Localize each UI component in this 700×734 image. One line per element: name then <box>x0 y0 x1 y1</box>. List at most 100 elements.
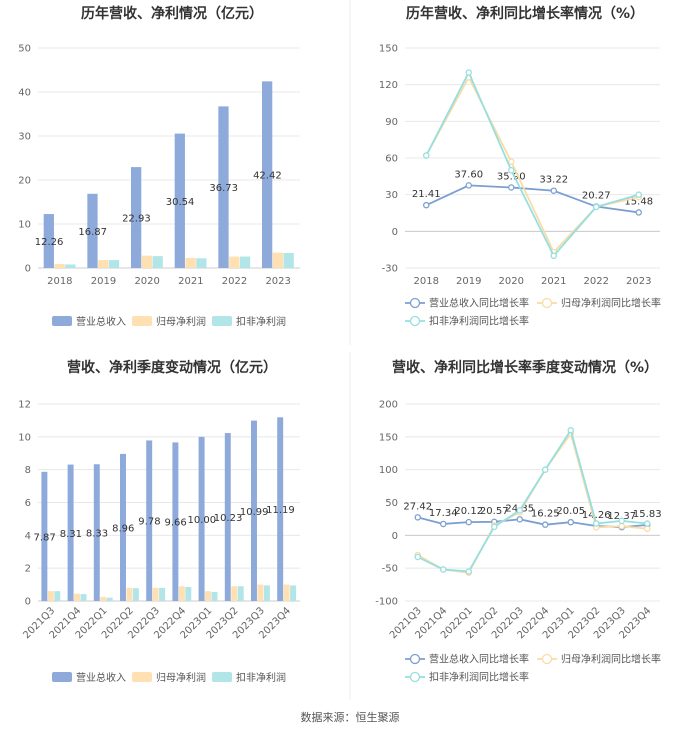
chart-1-bar <box>98 260 109 268</box>
chart-1-y-tick-label: 10 <box>18 220 31 231</box>
chart-2-series-line <box>425 75 639 254</box>
chart-3-bar <box>80 594 87 601</box>
chart-2-legend-label: 扣非净利润同比增长率 <box>429 315 529 328</box>
chart-4-data-label: 14.26 <box>582 510 611 521</box>
chart-3-legend-swatch <box>52 672 72 682</box>
chart-4-legend-label: 扣非净利润同比增长率 <box>429 671 529 684</box>
chart-3-data-label: 10.99 <box>240 507 269 518</box>
chart-1-bar <box>196 258 207 268</box>
chart-3-bar <box>185 587 192 601</box>
chart-1-legend-label: 扣非净利润 <box>236 315 286 328</box>
chart-3-data-label: 8.33 <box>86 529 108 540</box>
chart-4-point <box>618 522 626 530</box>
chart-1-bar <box>185 257 196 268</box>
chart-1-bar <box>54 264 65 268</box>
chart-4-point <box>567 518 575 526</box>
chart-1-bar <box>239 256 251 268</box>
chart-3-y-tick-label: 10 <box>18 432 31 443</box>
chart-3-bar <box>263 585 270 601</box>
chart-4-point <box>516 516 524 523</box>
chart-3-bar <box>74 593 81 601</box>
chart-2-point <box>635 209 643 216</box>
chart-1-x-tick-label: 2018 <box>47 276 72 287</box>
chart-3-bar <box>198 436 205 601</box>
chart-1-y-tick-label: 30 <box>18 132 31 143</box>
chart-1-legend-swatch <box>132 316 152 326</box>
chart-2-point <box>593 203 600 211</box>
chart-3-y-tick-label: 12 <box>18 400 31 411</box>
chart-1-title: 历年营收、净利情况（亿元） <box>81 5 263 22</box>
chart-2-point <box>465 69 472 76</box>
chart-1-bar <box>283 253 294 268</box>
chart-3-bar <box>47 591 54 601</box>
chart-2-x-tick-label: 2020 <box>499 276 524 287</box>
chart-2-x-tick-label: 2019 <box>456 276 481 287</box>
chart-3-bar <box>152 587 159 601</box>
chart-2-data-label: 21.41 <box>412 189 441 200</box>
chart-2-legend-marker <box>409 297 421 309</box>
chart-1-data-label: 12.26 <box>35 237 64 248</box>
chart-4-point <box>414 553 421 561</box>
chart-4-point <box>465 518 472 526</box>
chart-4-data-label: 20.12 <box>454 506 483 517</box>
chart-4-y-tick-label: 100 <box>379 465 398 476</box>
chart-3-data-label: 7.87 <box>34 532 56 543</box>
chart-2-y-tick-label: 60 <box>385 154 398 165</box>
chart-1-data-label: 30.54 <box>166 197 195 208</box>
chart-2-x-tick-label: 2018 <box>414 276 439 287</box>
chart-1-legend-swatch <box>212 316 232 326</box>
chart-3-bar <box>106 597 113 601</box>
chart-2-point <box>635 191 643 198</box>
chart-1-x-tick-label: 2021 <box>178 276 203 287</box>
chart-4-point <box>490 523 498 531</box>
chart-2-point <box>507 158 515 165</box>
chart-4-point <box>644 525 651 533</box>
chart-3-bar <box>67 464 74 601</box>
chart-3-bar <box>120 453 126 601</box>
chart-2-point <box>422 201 430 209</box>
chart-4-point <box>414 514 421 521</box>
chart-4-series-line <box>417 428 648 573</box>
chart-2-x-tick-label: 2021 <box>541 276 566 287</box>
chart-2-legend-label: 归母净利润同比增长率 <box>561 297 661 310</box>
chart-4-title: 营收、净利同比增长率季度变动情况（%） <box>392 359 658 376</box>
chart-1-bar <box>262 81 273 269</box>
chart-4-data-label: 20.05 <box>556 506 585 517</box>
chart-4-y-tick-label: -50 <box>382 564 398 575</box>
chart-3-bar <box>159 587 166 601</box>
source-text: 数据来源：恒生聚源 <box>301 710 400 724</box>
chart-3-bar <box>41 471 48 601</box>
chart-1-bar <box>65 264 76 268</box>
chart-2-series-line <box>425 70 639 258</box>
chart-4-legend-label: 归母净利润同比增长率 <box>561 653 661 666</box>
chart-2-x-tick-label: 2022 <box>584 276 609 287</box>
chart-4-data-label: 15.83 <box>633 509 662 520</box>
chart-4-y-tick-label: 200 <box>379 400 398 411</box>
chart-3-bar <box>100 596 107 601</box>
chart-1-x-tick-label: 2022 <box>222 276 247 287</box>
chart-4-legend-marker <box>409 653 421 665</box>
chart-3-bar <box>224 433 231 601</box>
chart-3-bar <box>172 442 179 601</box>
chart-4-point <box>644 520 651 527</box>
chart-1-bar <box>218 106 229 268</box>
chart-4-data-label: 27.42 <box>403 501 432 512</box>
chart-3-bar <box>283 584 290 601</box>
chart-1-bar <box>229 256 240 268</box>
chart-2-y-tick-label: 0 <box>392 227 398 238</box>
chart-2-y-tick-label: 30 <box>385 190 398 201</box>
chart-3-legend-swatch <box>212 672 232 682</box>
chart-3-data-label: 11.19 <box>266 505 295 516</box>
chart-3-data-label: 9.66 <box>165 518 187 529</box>
chart-3-bar <box>146 440 153 601</box>
chart-2-legend-marker <box>409 315 421 327</box>
chart-4-point <box>618 517 626 525</box>
chart-1-bar <box>108 260 120 268</box>
chart-3-bar <box>132 588 139 601</box>
chart-2-data-label: 33.22 <box>539 175 568 186</box>
chart-1-data-label: 22.93 <box>122 214 151 225</box>
chart-4-legend-marker <box>541 653 553 665</box>
chart-2-point <box>465 182 472 189</box>
chart-3-bar <box>211 591 218 601</box>
